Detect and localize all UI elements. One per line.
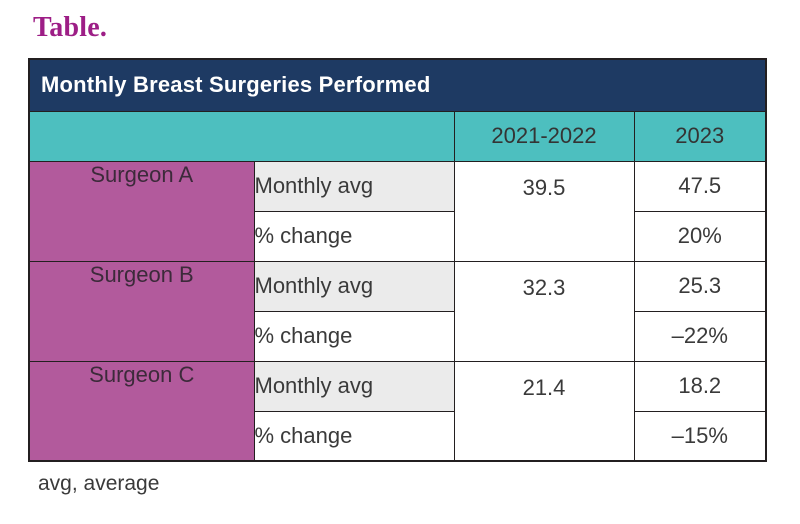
value-c-2021-2022-avg: 21.4 xyxy=(453,360,635,462)
column-header-2021-2022: 2021-2022 xyxy=(453,110,635,162)
table-row: % change 20% xyxy=(29,210,767,262)
surgeon-b-cell: Surgeon B xyxy=(28,260,255,362)
metric-label-monthly-avg-b: Monthly avg xyxy=(253,260,455,312)
value-b-2023-pct: –22% xyxy=(633,310,767,362)
column-header-spacer xyxy=(28,110,455,162)
metric-label-pct-change-c: % change xyxy=(253,410,455,462)
surgeon-c-cell: Surgeon C xyxy=(28,360,255,462)
metric-label-pct-change-a: % change xyxy=(253,210,455,262)
table-kicker: Table. xyxy=(33,12,108,43)
table-row: Surgeon C Monthly avg 21.4 18.2 xyxy=(28,360,767,462)
value-a-2021-2022-avg: 39.5 xyxy=(453,160,635,262)
table-title: Monthly Breast Surgeries Performed xyxy=(28,58,767,112)
surgeon-a-cell: Surgeon A xyxy=(28,160,255,262)
value-b-2021-2022-avg: 32.3 xyxy=(453,260,635,362)
value-b-2023-avg: 25.3 xyxy=(633,260,767,312)
footnote: avg, average xyxy=(38,472,160,495)
value-c-2023-pct: –15% xyxy=(633,410,767,462)
table-row: % change –15% xyxy=(29,410,767,462)
column-header-row: 2021-2022 2023 xyxy=(28,110,767,162)
value-c-2023-avg: 18.2 xyxy=(633,360,767,412)
monthly-surgeries-table: Monthly Breast Surgeries Performed 2021-… xyxy=(28,58,768,462)
metric-label-monthly-avg-a: Monthly avg xyxy=(253,160,455,212)
metric-label-monthly-avg-c: Monthly avg xyxy=(253,360,455,412)
table-row: Surgeon B Monthly avg 32.3 25.3 xyxy=(28,260,767,362)
table-title-bar: Monthly Breast Surgeries Performed xyxy=(28,58,767,112)
table-row: Surgeon A Monthly avg 39.5 47.5 xyxy=(28,160,767,262)
value-a-2023-avg: 47.5 xyxy=(633,160,767,212)
column-header-2023: 2023 xyxy=(633,110,767,162)
value-a-2023-pct: 20% xyxy=(633,210,767,262)
metric-label-pct-change-b: % change xyxy=(253,310,455,362)
